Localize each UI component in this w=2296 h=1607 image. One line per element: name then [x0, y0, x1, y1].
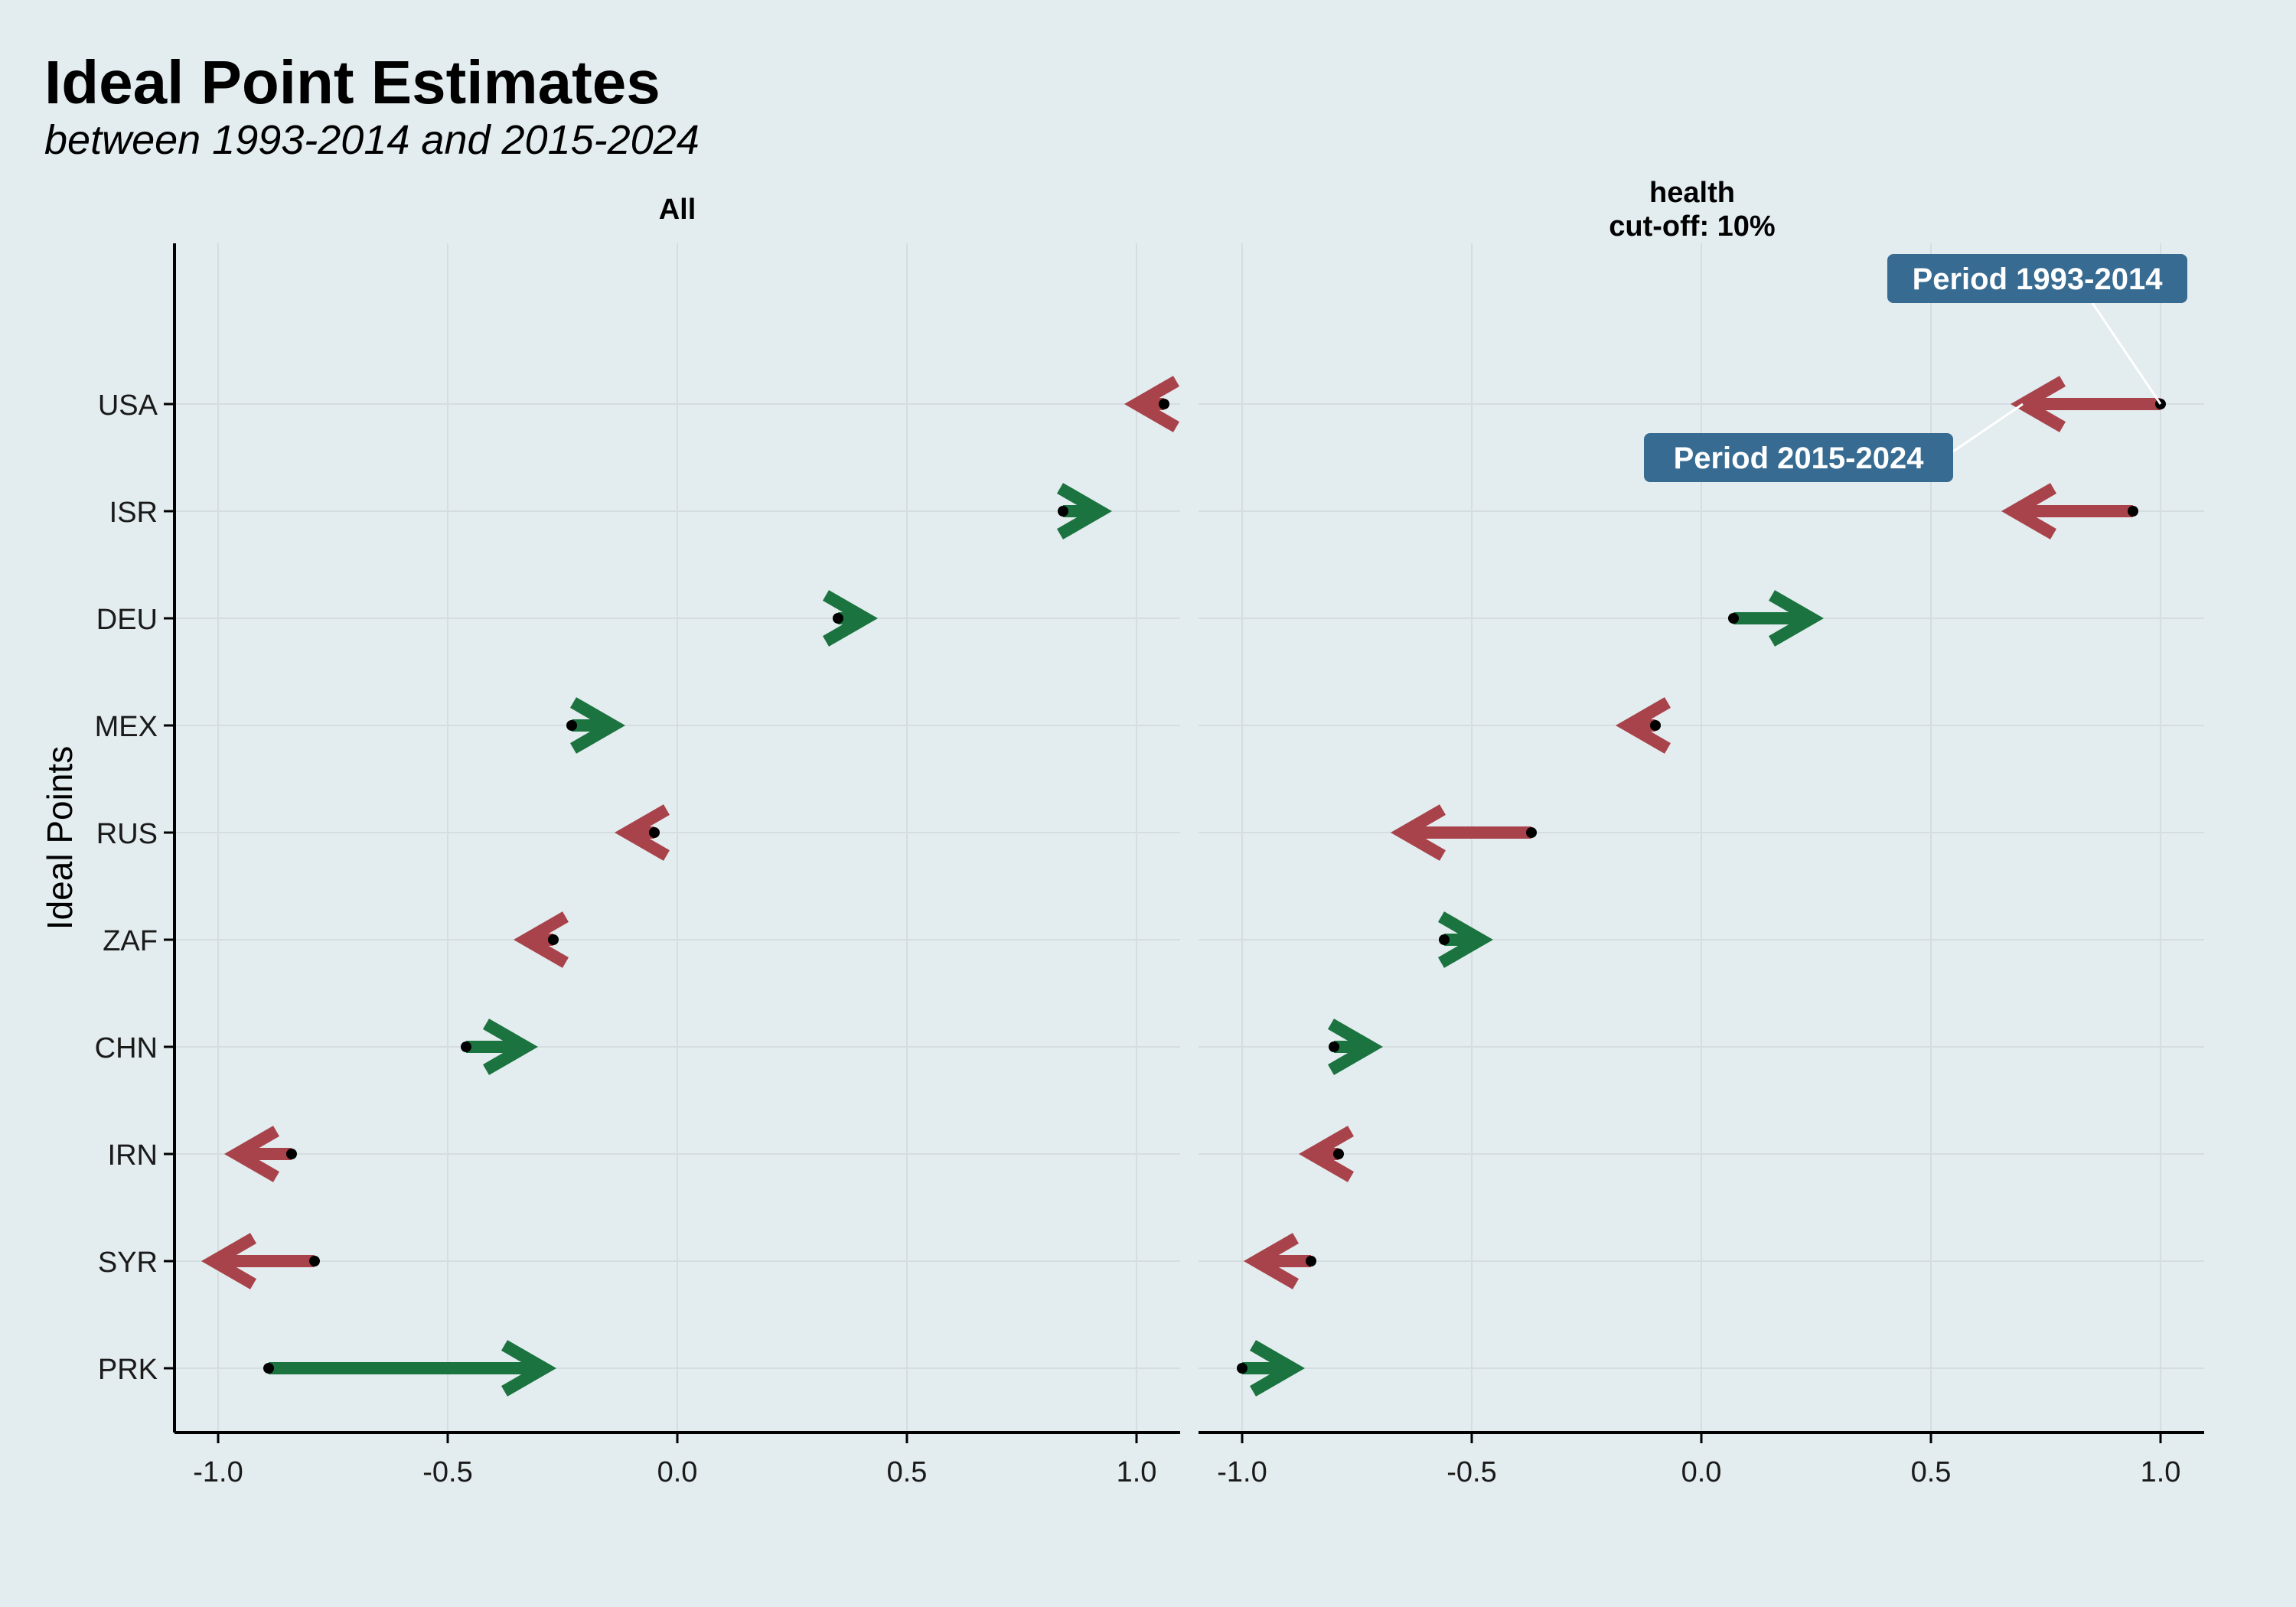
x-tick-label: 0.5	[887, 1456, 928, 1488]
arrow-head-chn	[1328, 1019, 1384, 1075]
start-point-rus	[649, 827, 660, 838]
start-point-mex	[566, 720, 577, 731]
arrow-head-irn	[223, 1126, 279, 1182]
x-tick-label: -0.5	[422, 1456, 472, 1488]
arrow-head-deu	[823, 590, 879, 647]
arrow-head-isr	[2001, 483, 2056, 539]
arrow-head-usa	[1124, 376, 1179, 432]
x-tick-label: -1.0	[193, 1456, 243, 1488]
start-point-irn	[1333, 1149, 1344, 1159]
y-tick-label: DEU	[96, 604, 158, 636]
y-tick-label: USA	[98, 390, 158, 422]
start-point-prk	[263, 1363, 274, 1374]
arrow-head-syr	[1243, 1233, 1299, 1289]
y-tick-label: ZAF	[103, 925, 158, 957]
panel-title: All	[659, 194, 696, 226]
annotation-box	[1887, 254, 2187, 303]
x-tick-label: 0.0	[657, 1456, 698, 1488]
start-point-deu	[833, 613, 843, 624]
chart-subtitle: between 1993-2014 and 2015-2024	[44, 117, 700, 163]
y-tick-label: PRK	[98, 1354, 158, 1386]
start-point-zaf	[548, 934, 559, 945]
arrow-head-zaf	[513, 911, 569, 968]
start-point-syr	[1306, 1256, 1316, 1266]
arrow-head-isr	[1057, 483, 1113, 539]
arrow-head-rus	[1390, 804, 1446, 861]
start-point-isr	[2128, 506, 2138, 517]
start-point-zaf	[1439, 934, 1450, 945]
arrow-head-zaf	[1438, 911, 1494, 968]
start-point-rus	[1526, 827, 1537, 838]
start-point-irn	[286, 1149, 297, 1159]
start-point-deu	[1728, 613, 1739, 624]
arrow-head-syr	[201, 1233, 256, 1289]
start-point-chn	[1329, 1041, 1339, 1052]
annotation-leader	[1952, 403, 2024, 453]
y-tick-label: RUS	[96, 818, 158, 850]
x-tick-label: 1.0	[2141, 1456, 2181, 1488]
annotation-label: Period 2015-2024	[1674, 442, 1925, 475]
panel-title: cut-off: 10%	[1609, 210, 1775, 243]
x-tick-label: 1.0	[1117, 1456, 1157, 1488]
arrow-head-irn	[1298, 1126, 1354, 1182]
annotation-box	[1644, 433, 1953, 482]
start-point-isr	[1058, 506, 1068, 517]
y-tick-label: IRN	[108, 1139, 158, 1172]
annotation-label: Period 1993-2014	[1913, 262, 2164, 296]
arrow-head-mex	[1615, 697, 1671, 754]
start-point-usa	[1159, 399, 1169, 409]
arrow-head-prk	[501, 1340, 557, 1397]
arrow-head-mex	[570, 697, 626, 754]
x-tick-label: -1.0	[1217, 1456, 1267, 1488]
arrow-head-deu	[1769, 590, 1825, 647]
y-tick-label: ISR	[109, 497, 158, 529]
arrow-head-rus	[614, 804, 670, 861]
y-axis-title: Ideal Points	[40, 746, 80, 930]
start-point-syr	[309, 1256, 320, 1266]
x-tick-label: 0.0	[1681, 1456, 1722, 1488]
arrow-head-chn	[483, 1019, 539, 1075]
arrow-head-prk	[1250, 1340, 1306, 1397]
start-point-mex	[1650, 720, 1661, 731]
chart-title: Ideal Point Estimates	[44, 48, 660, 116]
x-tick-label: 0.5	[1911, 1456, 1952, 1488]
x-tick-label: -0.5	[1446, 1456, 1496, 1488]
y-tick-label: CHN	[95, 1032, 158, 1064]
y-tick-label: SYR	[98, 1247, 158, 1279]
start-point-prk	[1237, 1363, 1247, 1374]
y-tick-label: MEX	[95, 711, 158, 743]
start-point-chn	[461, 1041, 471, 1052]
annotation-leader	[2091, 302, 2162, 405]
panel-title: health	[1649, 177, 1735, 209]
